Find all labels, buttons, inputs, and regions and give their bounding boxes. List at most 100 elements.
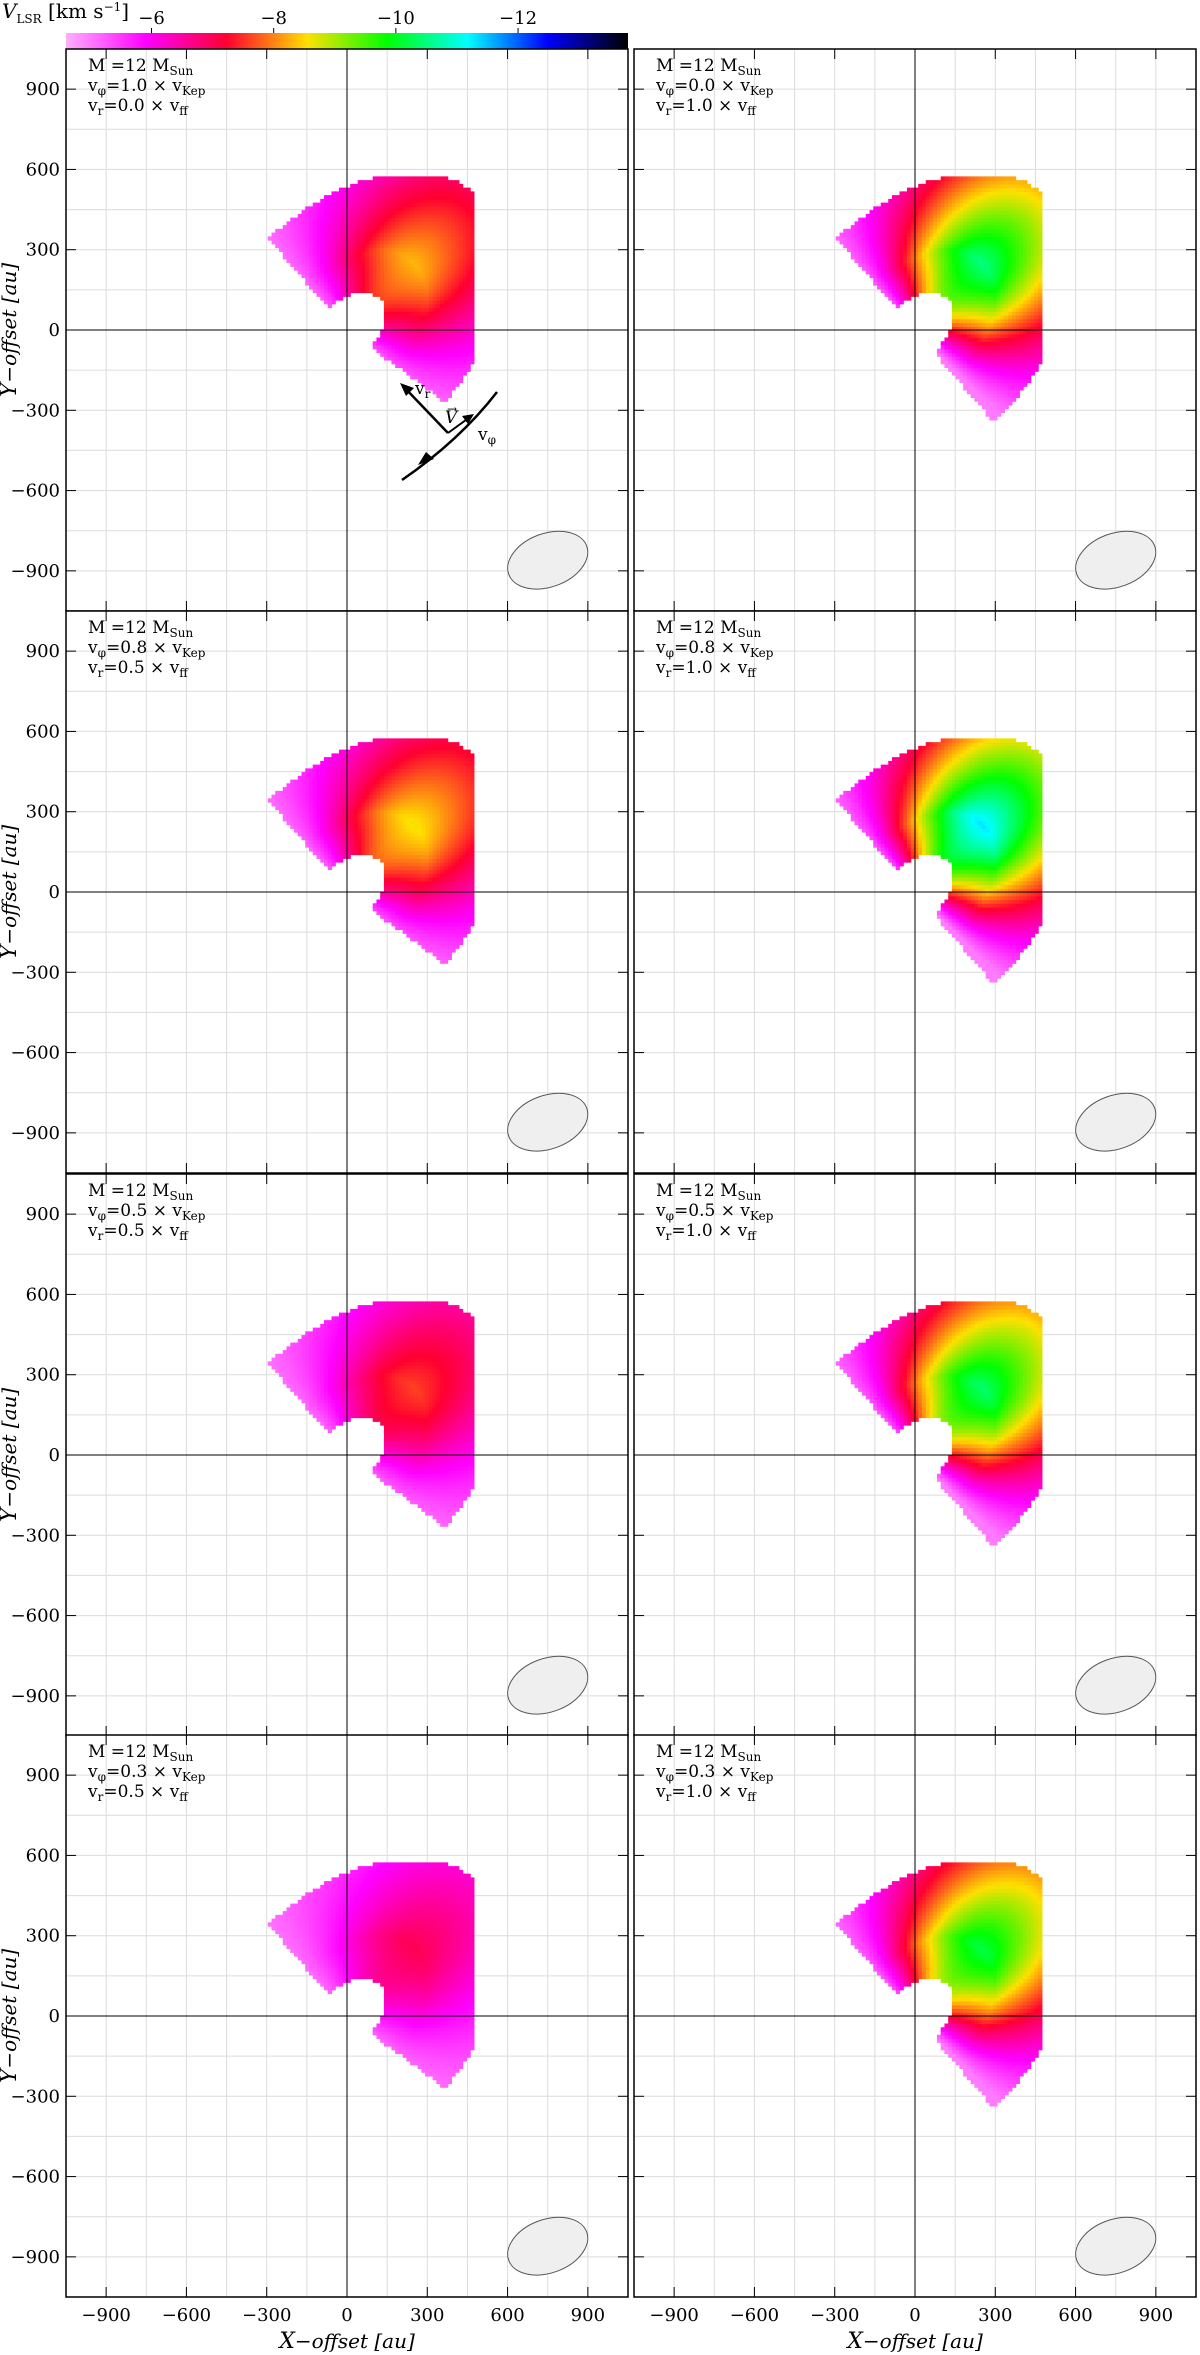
velocity-cell [421,236,425,240]
velocity-cell [399,341,403,345]
velocity-cell [324,251,328,255]
velocity-cell [365,285,369,289]
velocity-cell [339,296,343,300]
velocity-cell [399,176,403,180]
velocity-cell [403,180,407,184]
velocity-cell [399,293,403,297]
velocity-cell [384,352,388,356]
velocity-cell [433,360,437,364]
velocity-cell [414,285,418,289]
velocity-cell [425,259,429,263]
velocity-cell [358,218,362,222]
velocity-cell [290,240,294,244]
velocity-cell [418,360,422,364]
velocity-cell [358,270,362,274]
velocity-cell [369,229,373,233]
velocity-cell [399,266,403,270]
velocity-cell [425,176,429,180]
velocity-cell [305,274,309,278]
velocity-cell [429,240,433,244]
velocity-cell [388,345,392,349]
velocity-cell [358,236,362,240]
velocity-cell [421,289,425,293]
velocity-cell [298,259,302,263]
velocity-cell [373,233,377,237]
velocity-cell [365,210,369,214]
velocity-cell [429,352,433,356]
velocity-cell [339,248,343,252]
velocity-cell [328,285,332,289]
velocity-cell [309,206,313,210]
velocity-cell [403,263,407,267]
velocity-cell [395,337,399,341]
velocity-cell [320,240,324,244]
velocity-cell [421,285,425,289]
velocity-cell [421,304,425,308]
velocity-cell [354,251,358,255]
velocity-cell [388,330,392,334]
velocity-cell [380,229,384,233]
velocity-cell [331,278,335,282]
velocity-cell [421,323,425,327]
velocity-cell [287,244,291,248]
velocity-cell [324,203,328,207]
velocity-cell [324,244,328,248]
velocity-cell [429,281,433,285]
velocity-cell [399,349,403,353]
velocity-cell [384,180,388,184]
velocity-cell [365,221,369,225]
velocity-cell [335,248,339,252]
velocity-cell [414,218,418,222]
velocity-cell [343,266,347,270]
velocity-cell [410,240,414,244]
velocity-cell [361,240,365,244]
velocity-cell [410,233,414,237]
velocity-cell [433,382,437,386]
velocity-cell [399,251,403,255]
velocity-cell [316,236,320,240]
velocity-cell [429,337,433,341]
velocity-cell [421,255,425,259]
velocity-cell [421,311,425,315]
velocity-cell [429,296,433,300]
velocity-cell [406,311,410,315]
velocity-cell [313,278,317,282]
velocity-cell [290,229,294,233]
velocity-cell [305,233,309,237]
velocity-cell [358,191,362,195]
velocity-cell [410,248,414,252]
velocity-cell [358,184,362,188]
velocity-cell [316,240,320,244]
velocity-cell [369,263,373,267]
velocity-cell [279,236,283,240]
velocity-cell [272,236,276,240]
velocity-cell [365,225,369,229]
velocity-cell [380,251,384,255]
velocity-cell [343,221,347,225]
velocity-cell [391,210,395,214]
velocity-cell [395,244,399,248]
velocity-cell [391,285,395,289]
velocity-cell [433,315,437,319]
velocity-cell [365,199,369,203]
velocity-cell [429,341,433,345]
velocity-cell [369,210,373,214]
velocity-cell [298,229,302,233]
velocity-cell [302,248,306,252]
colorbar-tick-label: −8 [260,8,287,29]
velocity-cell [365,218,369,222]
velocity-cell [433,390,437,394]
velocity-cell [421,180,425,184]
velocity-cell [399,210,403,214]
velocity-cell [376,214,380,218]
velocity-cell [339,188,343,192]
velocity-cell [388,203,392,207]
velocity-cell [410,360,414,364]
velocity-cell [414,304,418,308]
velocity-cell [343,270,347,274]
velocity-cell [414,345,418,349]
velocity-cell [418,218,422,222]
velocity-cell [320,289,324,293]
velocity-cell [305,244,309,248]
velocity-cell [376,285,380,289]
